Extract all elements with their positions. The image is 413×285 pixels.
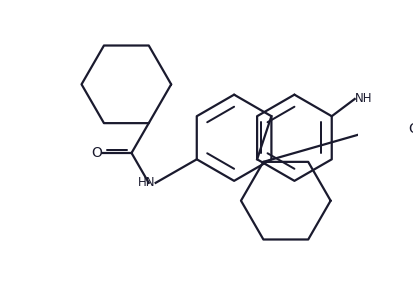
Text: O: O	[90, 146, 101, 160]
Text: NH: NH	[354, 92, 371, 105]
Text: O: O	[408, 122, 413, 136]
Text: HN: HN	[138, 176, 155, 189]
